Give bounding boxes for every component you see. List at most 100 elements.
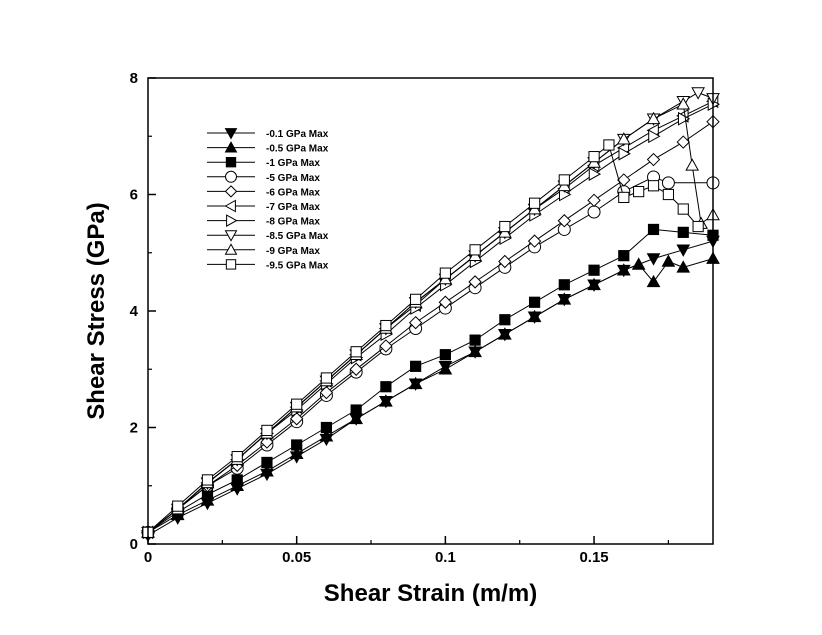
y-tick-label: 2 [130,420,138,437]
data-point [499,314,511,326]
y-tick-label: 4 [130,303,139,320]
axis-ticks: 0 0.05 0.1 0.15 0 2 4 6 8 [130,70,669,566]
legend-marker [225,259,237,270]
legend: -0.1 GPa Max -0.5 GPa Max -1 GPa Max -5 GPa… [207,128,329,271]
y-tick-label: 6 [130,187,138,204]
data-point [646,111,661,125]
data-point [528,197,541,209]
data-point [662,188,674,201]
x-tick-label: 0 [144,549,152,566]
data-point [618,146,631,161]
data-point [558,279,570,291]
data-point [379,339,393,353]
data-point [692,220,704,233]
data-point [468,275,482,289]
data-point [319,385,334,400]
x-axis-title: Shear Strain (m/m) [324,580,537,607]
data-point [410,293,422,305]
series-line [147,103,714,533]
data-point [618,250,630,262]
data-point [291,439,303,451]
legend-label: -7 GPa Max [266,202,320,213]
legend-item: -0.1 GPa Max [207,128,329,140]
data-point [172,500,184,512]
series-3 [142,223,719,538]
data-point [588,167,602,181]
data-point [468,344,482,358]
data-point [661,176,675,190]
data-point [438,295,453,309]
data-point [618,191,630,204]
data-point [320,372,333,384]
series-1 [141,235,720,543]
y-tick-label: 8 [130,70,138,87]
legend-item: -9.5 GPa Max [207,259,329,271]
data-point [558,174,570,186]
series-4 [141,170,720,539]
legend-label: -8 GPa Max [266,217,320,228]
legend-label: -9 GPa Max [266,246,320,257]
data-point [646,152,661,167]
legend-marker [224,230,238,242]
data-point [647,223,660,236]
data-point [685,158,700,171]
data-point [676,244,691,257]
data-point [410,360,422,372]
series-line [147,240,714,536]
data-point [588,264,600,276]
legend-marker [224,243,238,255]
data-point [499,220,511,233]
data-point [261,456,273,469]
series-10 [142,139,704,538]
data-point [231,474,243,486]
data-point [587,205,601,219]
data-point [588,151,600,163]
data-point [587,277,601,291]
data-point [631,257,646,270]
data-point [677,111,691,126]
legend-marker [224,141,238,153]
data-point [661,254,676,267]
x-tick-label: 0.15 [579,549,608,566]
series-line [147,258,714,533]
data-point [320,421,333,434]
data-point [676,135,690,149]
data-point [646,253,661,266]
legend-item: -8 GPa Max [207,214,320,228]
legend-item: -7 GPa Max [207,199,320,213]
legend-item: -0.5 GPa Max [207,141,329,155]
data-point [260,435,274,449]
legend-label: -6 GPa Max [266,187,320,198]
y-tick-label: 0 [130,536,138,553]
y-axis-title: Shear Stress (GPa) [83,202,110,419]
data-point [528,296,541,308]
data-point [350,346,362,358]
legend-label: -8.5 GPa Max [266,231,329,242]
data-point [201,474,214,486]
legend-label: -0.1 GPa Max [266,129,329,140]
data-point [691,87,705,100]
data-point [587,193,601,208]
x-tick-label: 0.05 [282,549,311,566]
legend-item: -1 GPa Max [207,157,320,169]
data-point [557,292,572,305]
legend-marker [224,199,236,213]
legend-item: -9 GPa Max [207,243,320,257]
data-point [633,185,645,198]
data-point [527,234,542,248]
legend-label: -9.5 GPa Max [266,260,329,271]
data-point [231,451,243,463]
data-point [648,129,661,144]
data-point [408,376,423,390]
legend-item: -6 GPa Max [207,185,320,198]
data-point [603,139,615,151]
data-point [260,464,274,477]
data-point [291,398,303,410]
x-tick-label: 0.1 [435,549,456,566]
data-point [289,412,304,426]
data-point [319,429,334,442]
legend-label: -0.5 GPa Max [266,144,329,155]
data-point [350,404,362,416]
legend-marker [224,185,238,198]
data-point [527,309,542,323]
